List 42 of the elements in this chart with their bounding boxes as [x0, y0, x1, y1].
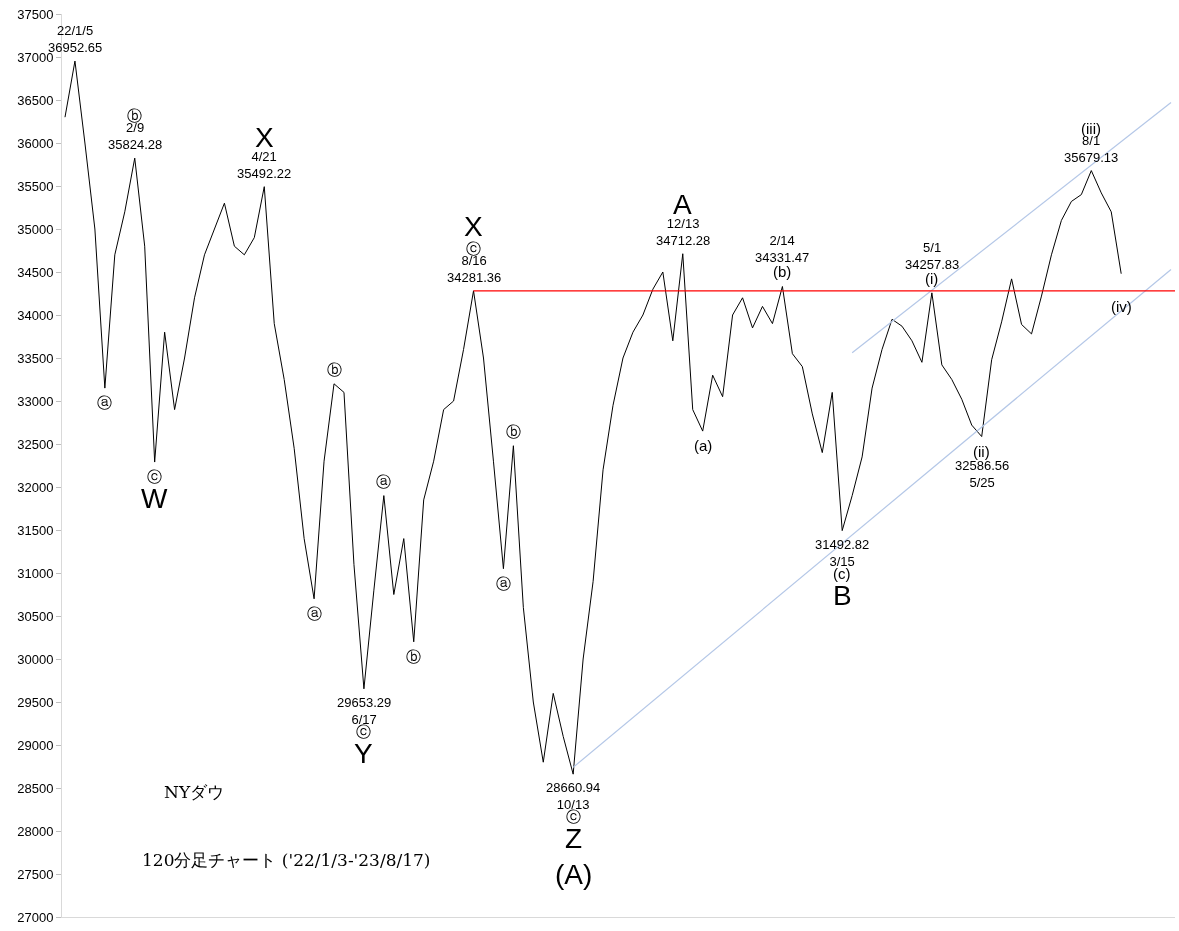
y-tick-label: 33000 [17, 393, 54, 409]
annotation: (ii) [973, 443, 990, 460]
annotation: 5/1 34257.83 [905, 240, 960, 272]
y-tick-label: 35500 [17, 178, 54, 194]
y-tick-label: 31000 [17, 565, 54, 581]
annotation: Z (A) [555, 823, 593, 891]
y-tick-label: 28500 [17, 780, 54, 796]
annotation: X [464, 211, 483, 242]
y-tick-label: 28000 [17, 823, 54, 839]
y-tick-label: 36000 [17, 135, 54, 151]
y-tick-label: 30500 [17, 608, 54, 624]
annotation: ⓑ [406, 648, 421, 665]
annotation: ⓑ [327, 361, 342, 378]
annotation: ⓐ [496, 575, 511, 592]
annotation: ⓒ [147, 468, 162, 485]
text: 120分足チャート ('22/1/3-'23/8/17) [142, 850, 431, 870]
annotation: ⓐ [376, 473, 391, 490]
y-tick-label: 36500 [17, 92, 54, 108]
y-tick-label: 29000 [17, 737, 54, 753]
y-tick-label: 27500 [17, 866, 54, 882]
annotation: (b) [773, 263, 792, 280]
annotation: Y [354, 738, 373, 769]
y-tick-label: 33500 [17, 350, 54, 366]
annotation: ⓑ [506, 423, 521, 440]
y-tick-label: 30000 [17, 651, 54, 667]
annotation: (i) [925, 270, 939, 287]
annotation: ⓐ [97, 394, 112, 411]
y-tick-label: 34500 [17, 264, 54, 280]
y-tick-label: 34000 [17, 307, 54, 323]
y-tick-label: 32000 [17, 479, 54, 495]
annotation: (iv) [1111, 298, 1132, 315]
annotation: ⓐ [307, 605, 322, 622]
y-tick-label: 35000 [17, 221, 54, 237]
annotation: (a) [694, 437, 713, 454]
y-tick-label: 27000 [17, 909, 54, 925]
y-tick-label: 37500 [17, 6, 54, 22]
annotation: W [141, 483, 168, 514]
annotation: 2/14 34331.47 [755, 233, 810, 265]
text: NYダウ [164, 782, 225, 802]
y-tick-label: 29500 [17, 694, 54, 710]
y-tick-label: 31500 [17, 522, 54, 538]
y-tick-label: 32500 [17, 436, 54, 452]
